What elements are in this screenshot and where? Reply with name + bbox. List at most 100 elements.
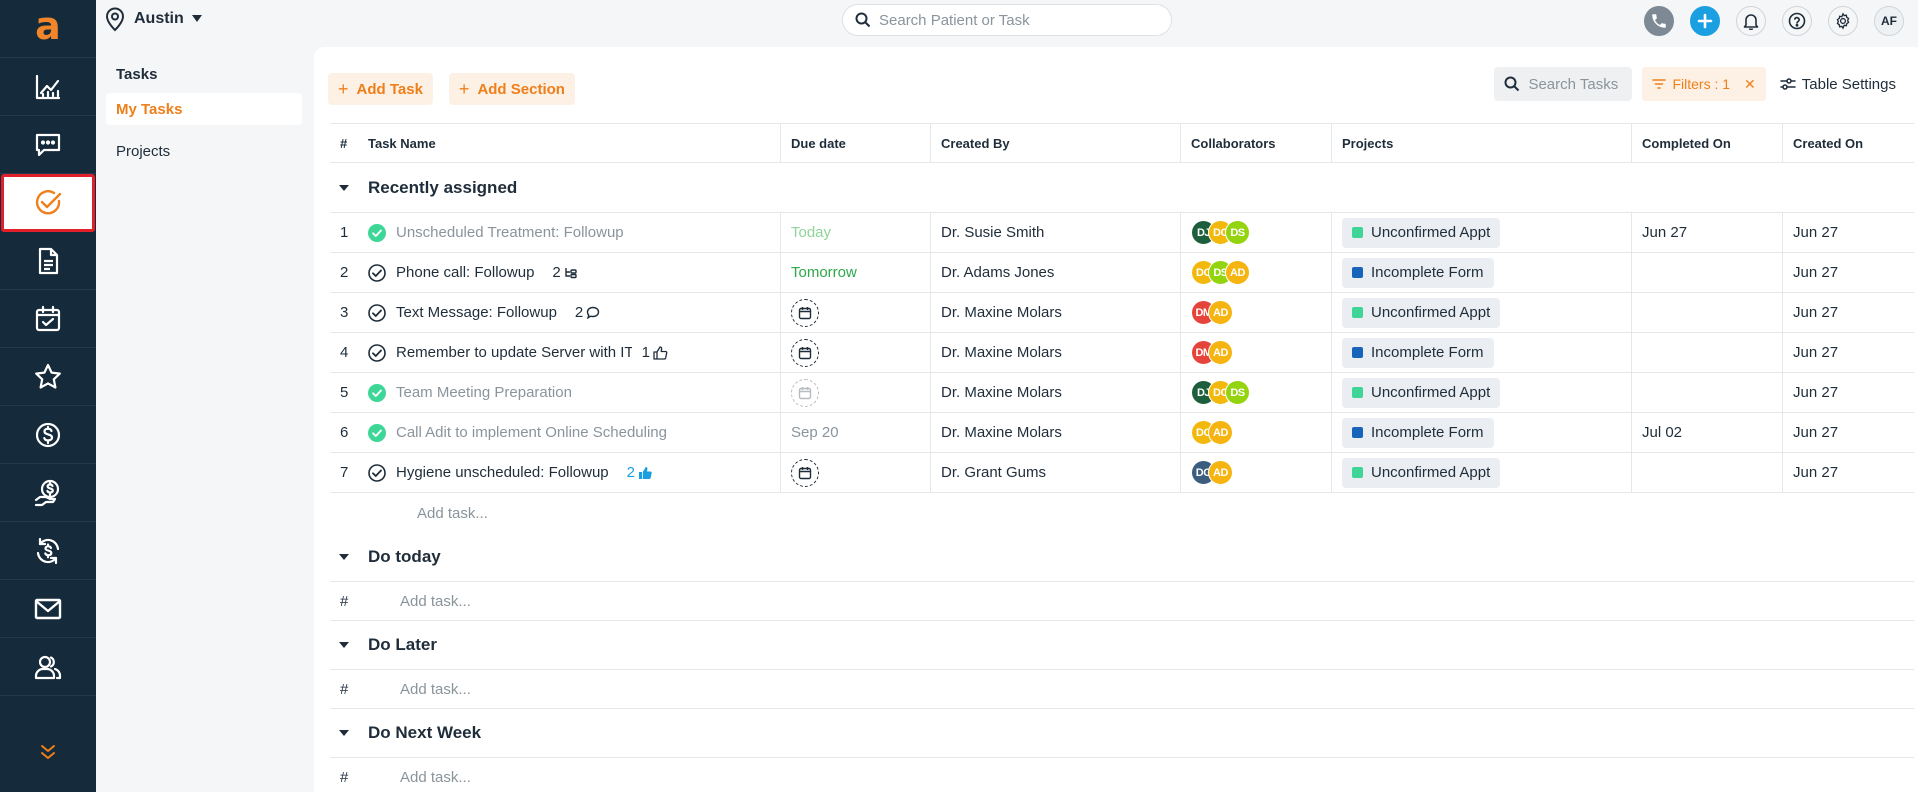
add-task-row[interactable]: # Add task... [330,757,1914,792]
col-created-on[interactable]: Created On [1793,135,1864,151]
table-row[interactable]: 5 Team Meeting Preparation Dr. Maxine Mo… [330,373,1914,413]
col-task-name[interactable]: Task Name [368,124,781,162]
task-name[interactable]: Hygiene unscheduled: Followup 2 [368,463,668,482]
collaborators-cell[interactable]: DC AD [1181,413,1332,452]
due-date-cell[interactable] [781,373,931,412]
subtask-count[interactable]: 2 [552,264,577,281]
settings-button[interactable] [1828,6,1858,36]
user-avatar[interactable]: AF [1874,6,1904,36]
table-row[interactable]: 3 Text Message: Followup 2 Dr. Maxine Mo… [330,293,1914,333]
check-circle-icon[interactable] [368,263,386,282]
clear-filters-icon[interactable]: ✕ [1744,75,1756,92]
table-row[interactable]: 7 Hygiene unscheduled: Followup 2 Dr. Gr… [330,453,1914,493]
nav-users[interactable] [0,638,96,696]
collaborators-cell[interactable]: DG AD [1181,453,1332,492]
task-search-input[interactable] [1528,75,1629,93]
task-name[interactable]: Unscheduled Treatment: Followup [368,223,668,242]
section-toggle[interactable] [330,729,368,737]
collaborators-cell[interactable]: DJ DC DS [1181,213,1332,252]
check-circle-icon[interactable] [368,463,386,482]
set-due-date[interactable] [791,298,819,327]
check-circle-icon[interactable] [368,343,386,362]
task-name[interactable]: Call Adit to implement Online Scheduling [368,423,668,442]
notifications-button[interactable] [1736,6,1766,36]
completed-check-icon[interactable] [368,223,386,242]
set-due-date[interactable] [791,338,819,367]
phone-button[interactable] [1644,6,1674,36]
task-name[interactable]: Phone call: Followup 2 [368,263,668,282]
check-circle-icon[interactable] [368,303,386,322]
nav-documents[interactable] [0,232,96,290]
due-date-cell[interactable] [781,293,931,332]
nav-payments[interactable] [0,464,96,522]
add-task-row[interactable]: # Add task... [330,581,1914,621]
col-due-date[interactable]: Due date [781,124,931,162]
due-date-cell[interactable]: Sep 20 [781,413,931,452]
project-cell[interactable]: Unconfirmed Appt [1332,373,1632,412]
nav-recurring[interactable] [0,522,96,580]
project-tag[interactable]: Unconfirmed Appt [1342,297,1501,328]
due-date-cell[interactable]: Tomorrow [781,253,931,292]
add-task-inline[interactable]: Add task... [400,680,471,698]
col-projects[interactable]: Projects [1332,124,1632,162]
add-task-inline[interactable]: Add task... [400,768,471,786]
project-cell[interactable]: Unconfirmed Appt [1332,293,1632,332]
section-toggle[interactable] [330,184,368,192]
global-search-input[interactable] [879,11,1159,29]
location-selector[interactable]: Austin [104,6,202,32]
project-tag[interactable]: Incomplete Form [1342,337,1494,368]
col-created-by[interactable]: Created By [931,124,1181,162]
section-toggle[interactable] [330,641,368,649]
table-row[interactable]: 6 Call Adit to implement Online Scheduli… [330,413,1914,453]
collaborators-cell[interactable]: DM AD [1181,333,1332,372]
collaborators-cell[interactable]: DJ DC DS [1181,373,1332,412]
add-task-inline[interactable]: Add task... [400,592,471,610]
project-cell[interactable]: Unconfirmed Appt [1332,453,1632,492]
comment-count[interactable]: 2 [575,304,600,321]
project-cell[interactable]: Incomplete Form [1332,333,1632,372]
subnav-projects[interactable]: Projects [116,142,171,160]
completed-check-icon[interactable] [368,383,386,402]
like-count[interactable]: 1 [642,344,668,361]
add-task-inline[interactable]: Add task... [417,504,488,522]
project-cell[interactable]: Incomplete Form [1332,253,1632,292]
add-task-row[interactable]: # Add task... [330,669,1914,709]
nav-messages[interactable] [0,116,96,174]
due-date-cell[interactable] [781,453,931,492]
help-button[interactable] [1782,6,1812,36]
project-tag[interactable]: Unconfirmed Appt [1342,217,1501,248]
project-tag[interactable]: Unconfirmed Appt [1342,377,1501,408]
project-tag[interactable]: Incomplete Form [1342,417,1494,448]
task-name[interactable]: Remember to update Server with IT te 1 [368,343,668,362]
task-name[interactable]: Text Message: Followup 2 [368,303,668,322]
expand-nav[interactable] [0,742,96,762]
subnav-my-tasks[interactable]: My Tasks [106,93,302,125]
nav-mail[interactable] [0,580,96,638]
nav-tasks[interactable] [1,174,95,232]
col-collaborators[interactable]: Collaborators [1181,124,1332,162]
project-tag[interactable]: Unconfirmed Appt [1342,457,1501,488]
set-due-date[interactable] [791,378,819,407]
collaborators-cell[interactable]: DM AD [1181,293,1332,332]
nav-calendar[interactable] [0,290,96,348]
task-name[interactable]: Team Meeting Preparation [368,383,668,402]
collaborators-cell[interactable]: DC DS AD [1181,253,1332,292]
add-task-button[interactable]: + Add Task [328,73,433,105]
nav-billing[interactable] [0,406,96,464]
due-date-cell[interactable] [781,333,931,372]
section-toggle[interactable] [330,553,368,561]
nav-reviews[interactable] [0,348,96,406]
completed-check-icon[interactable] [368,423,386,442]
table-row[interactable]: 1 Unscheduled Treatment: Followup Today … [330,213,1914,253]
due-date-cell[interactable]: Today [781,213,931,252]
project-tag[interactable]: Incomplete Form [1342,257,1494,288]
table-row[interactable]: 4 Remember to update Server with IT te 1… [330,333,1914,373]
col-completed-on[interactable]: Completed On [1632,124,1783,162]
set-due-date[interactable] [791,458,819,487]
create-button[interactable] [1690,6,1720,36]
nav-analytics[interactable] [0,58,96,116]
filters-button[interactable]: Filters : 1 ✕ [1642,67,1766,101]
table-settings-button[interactable]: Table Settings [1780,76,1896,93]
add-section-button[interactable]: + Add Section [448,73,575,105]
project-cell[interactable]: Unconfirmed Appt [1332,213,1632,252]
